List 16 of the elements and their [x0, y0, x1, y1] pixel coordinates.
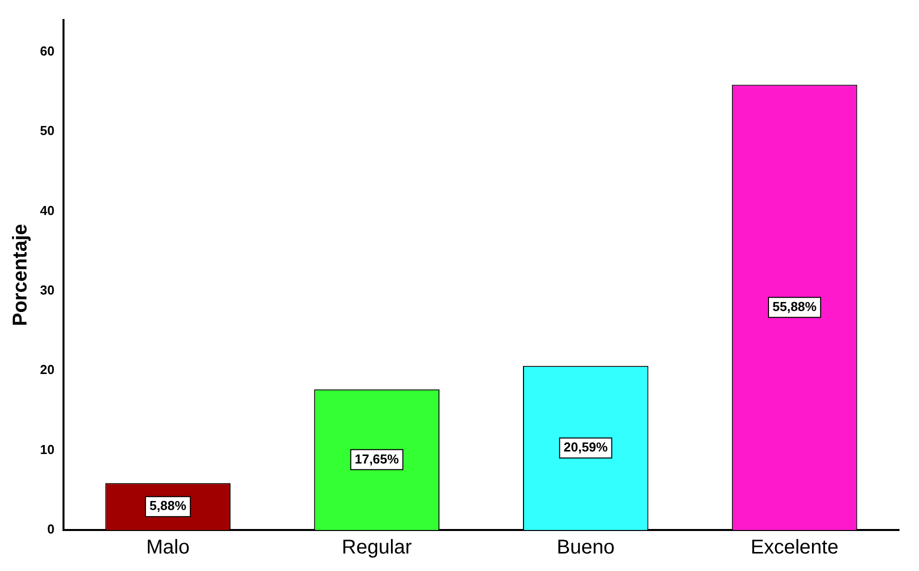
y-tick-label: 50: [40, 123, 54, 138]
y-tick-label: 0: [47, 522, 54, 537]
y-tick-label: 60: [40, 43, 54, 58]
x-tick-label: Excelente: [750, 536, 838, 559]
data-label: 20,59%: [564, 440, 608, 455]
y-tick-label: 10: [40, 442, 54, 457]
y-axis-title: Porcentaje: [10, 224, 32, 326]
x-tick-label: Malo: [146, 536, 190, 559]
y-tick-label: 40: [40, 202, 54, 218]
y-tick-label: 20: [40, 362, 54, 378]
x-tick-label: Regular: [342, 536, 412, 559]
data-label: 5,88%: [149, 498, 187, 514]
data-label: 55,88%: [772, 298, 818, 314]
y-tick-label: 30: [40, 282, 54, 298]
data-label: 17,65%: [354, 451, 400, 466]
x-tick-label: Bueno: [556, 536, 615, 559]
